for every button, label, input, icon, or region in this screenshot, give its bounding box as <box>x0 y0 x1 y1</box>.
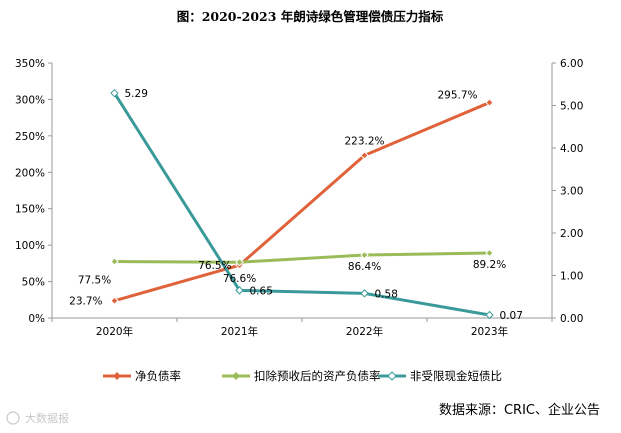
y-tick-label-left: 100% <box>15 240 45 252</box>
y-tick-label-right: 3.00 <box>560 186 583 198</box>
legend-label-cash-ratio: 非受限现金短债比 <box>410 369 502 383</box>
y-tick-label-left: 300% <box>15 94 45 106</box>
x-tick-label: 2023年 <box>471 325 508 338</box>
data-label-net-debt: 76.5% <box>198 260 231 272</box>
series-line-liability-ratio <box>113 251 491 264</box>
y-tick-label-right: 4.00 <box>560 143 583 155</box>
data-label-cash-ratio: 0.65 <box>250 285 273 297</box>
y-tick-label-right: 2.00 <box>560 228 583 240</box>
data-label-cash-ratio: 0.58 <box>375 288 398 300</box>
legend: 净负债率 扣除预收后的资产负债率 非受限现金短债比 <box>103 369 502 383</box>
y-tick-label-right: 6.00 <box>560 58 583 70</box>
y-tick-label-left: 150% <box>15 204 45 216</box>
series-line-cash-ratio <box>113 91 491 317</box>
y-tick-label-left: 0% <box>28 313 45 325</box>
y-tick-label-left: 250% <box>15 131 45 143</box>
x-tick-label: 2022年 <box>346 325 383 338</box>
legend-item-liability-ratio[interactable]: 扣除预收后的资产负债率 <box>222 369 381 383</box>
point-net-debt <box>360 151 369 160</box>
point-net-debt <box>485 98 494 107</box>
y-tick-label-left: 50% <box>22 277 45 289</box>
data-label-liability-ratio: 76.6% <box>223 273 256 285</box>
watermark: 大数据报 <box>6 411 69 425</box>
data-label-net-debt: 23.7% <box>69 296 102 308</box>
data-labels: 23.7% 76.5% 223.2% 295.7% 77.5% 76.6% 86.4% 89.… <box>69 88 523 322</box>
legend-label-net-debt: 净负债率 <box>135 369 181 383</box>
data-label-liability-ratio: 89.2% <box>473 259 506 271</box>
legend-marker-cash-ratio <box>387 371 397 381</box>
legend-item-cash-ratio[interactable]: 非受限现金短债比 <box>378 369 502 383</box>
legend-item-net-debt[interactable]: 净负债率 <box>103 369 181 383</box>
data-label-net-debt: 223.2% <box>344 135 384 147</box>
y-tick-label-left: 350% <box>15 58 45 70</box>
y-tick-label-right: 0.00 <box>560 313 583 325</box>
y-tick-label-left: 200% <box>15 167 45 179</box>
data-label-liability-ratio: 77.5% <box>78 275 111 287</box>
data-label-cash-ratio: 5.29 <box>125 88 148 100</box>
series-layer <box>110 88 494 320</box>
series-line-net-debt <box>113 101 491 303</box>
point-liability-ratio <box>235 257 244 267</box>
source-note: 数据来源：CRIC、企业公告 <box>439 402 600 418</box>
point-liability-ratio <box>360 250 369 260</box>
legend-marker-net-debt <box>113 372 121 380</box>
chart-title: 图：2020-2023 年朗诗绿色管理偿债压力指标 <box>177 9 444 24</box>
watermark-text: 大数据报 <box>25 411 69 425</box>
point-cash-ratio <box>360 289 369 298</box>
data-label-net-debt: 295.7% <box>437 90 477 102</box>
point-cash-ratio <box>485 310 494 320</box>
y-tick-label-right: 1.00 <box>560 271 583 283</box>
data-label-liability-ratio: 86.4% <box>348 261 381 273</box>
y-ticks-left: 0% 50% 100% 150% 200% 250% 300% 350% <box>15 58 52 325</box>
point-net-debt <box>110 296 119 305</box>
legend-label-liability-ratio: 扣除预收后的资产负债率 <box>254 369 381 383</box>
point-cash-ratio <box>235 286 244 295</box>
legend-marker-liability-ratio <box>232 372 240 380</box>
x-tick-label: 2020年 <box>96 325 133 338</box>
x-ticks: 2020年 2021年 2022年 2023年 <box>51 318 553 338</box>
point-liability-ratio <box>110 257 119 266</box>
watermark-icon <box>6 411 20 425</box>
y-tick-label-right: 5.00 <box>560 101 583 113</box>
point-liability-ratio <box>485 248 494 258</box>
point-cash-ratio <box>110 88 119 98</box>
x-tick-label: 2021年 <box>221 325 258 338</box>
y-ticks-right: 0.00 1.00 2.00 3.00 4.00 5.00 6.00 <box>552 58 583 325</box>
data-label-cash-ratio: 0.07 <box>500 310 523 322</box>
